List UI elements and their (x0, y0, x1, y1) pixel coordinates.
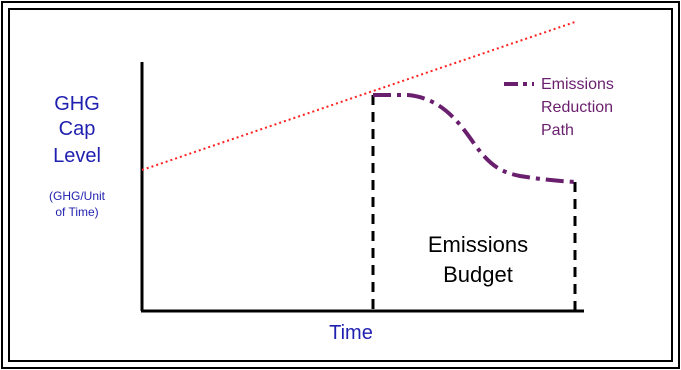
y-label-unit-line2: of Time) (55, 205, 98, 219)
y-label-line2: Cap (59, 118, 96, 140)
x-label: Time (329, 322, 373, 344)
y-label-line3: Level (53, 145, 101, 167)
budget-label-line2: Budget (443, 262, 513, 287)
y-label-line1: GHG (54, 93, 100, 115)
legend-label-line3: Path (541, 122, 574, 139)
emissions-reduction-path (373, 93, 576, 184)
inner-frame (8, 8, 673, 362)
budget-label-line1: Emissions (428, 232, 528, 257)
cap-trend-line (141, 21, 576, 171)
legend-label-line2: Reduction (541, 99, 613, 116)
y-label-unit-line1: (GHG/Unit (49, 189, 106, 203)
legend-label-line1: Emissions (541, 76, 614, 93)
